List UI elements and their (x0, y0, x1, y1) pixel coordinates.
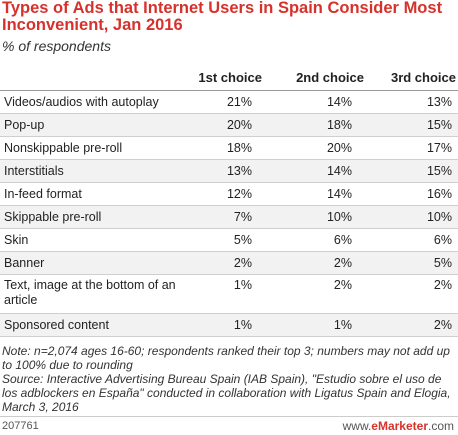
column-header-2nd: 2nd choice (296, 70, 364, 85)
value-cell: 18% (226, 141, 252, 155)
row-label: Interstitials (4, 164, 64, 178)
data-table: 1st choice 2nd choice 3rd choice Videos/… (0, 62, 458, 337)
value-cell: 15% (426, 164, 452, 178)
table-row: Text, image at the bottom of an article 1… (0, 275, 458, 314)
chart-title: Types of Ads that Internet Users in Spai… (2, 0, 443, 34)
value-cell: 5% (233, 233, 252, 247)
row-label: In-feed format (4, 187, 82, 201)
value-cell: 10% (326, 210, 352, 224)
chart-subtitle: % of respondents (2, 38, 111, 54)
column-header-3rd: 3rd choice (390, 70, 456, 85)
table-row: Videos/audios with autoplay 21% 14% 13% (0, 91, 458, 114)
value-cell: 18% (326, 118, 352, 132)
value-cell: 1% (233, 318, 252, 332)
brand-suffix: .com (427, 419, 454, 433)
value-cell: 14% (326, 187, 352, 201)
value-cell: 2% (233, 256, 252, 270)
value-cell: 20% (226, 118, 252, 132)
table-row: Sponsored content 1% 1% 2% (0, 314, 458, 337)
row-label: Skippable pre-roll (4, 210, 102, 224)
brand-name: eMarketer (371, 419, 428, 433)
value-cell: 20% (326, 141, 352, 155)
value-cell: 2% (333, 256, 352, 270)
row-label: Banner (4, 256, 45, 270)
value-cell: 2% (433, 278, 452, 292)
table-row: Pop-up 20% 18% 15% (0, 114, 458, 137)
value-cell: 2% (333, 278, 352, 292)
value-cell: 7% (233, 210, 252, 224)
note-text: Note: n=2,074 ages 16-60; respondents ra… (2, 344, 450, 372)
chart-id: 207761 (2, 420, 39, 432)
value-cell: 13% (426, 95, 452, 109)
column-header-1st: 1st choice (198, 70, 262, 85)
value-cell: 21% (226, 95, 252, 109)
value-cell: 6% (333, 233, 352, 247)
row-label: Text, image at the bottom of an article (4, 278, 176, 307)
value-cell: 1% (233, 278, 252, 292)
table-header: 1st choice 2nd choice 3rd choice (0, 62, 458, 91)
table-row: Banner 2% 2% 5% (0, 252, 458, 275)
table-row: In-feed format 12% 14% 16% (0, 183, 458, 206)
value-cell: 2% (433, 318, 452, 332)
row-label: Sponsored content (4, 318, 109, 332)
value-cell: 17% (426, 141, 452, 155)
row-label: Pop-up (4, 118, 45, 132)
table-row: Interstitials 13% 14% 15% (0, 160, 458, 183)
value-cell: 10% (426, 210, 452, 224)
row-label: Videos/audios with autoplay (4, 95, 159, 109)
value-cell: 13% (226, 164, 252, 178)
brand-link[interactable]: www.eMarketer.com (343, 419, 454, 433)
value-cell: 16% (426, 187, 452, 201)
value-cell: 12% (226, 187, 252, 201)
table-row: Skippable pre-roll 7% 10% 10% (0, 206, 458, 229)
value-cell: 1% (333, 318, 352, 332)
value-cell: 14% (326, 95, 352, 109)
footer: 207761 www.eMarketer.com (0, 416, 458, 435)
table-row: Skin 5% 6% 6% (0, 229, 458, 252)
source-text: Source: Interactive Advertising Bureau S… (2, 372, 451, 414)
row-label: Skin (4, 233, 29, 247)
table-body: Videos/audios with autoplay 21% 14% 13% Pop-… (0, 91, 458, 337)
value-cell: 6% (433, 233, 452, 247)
value-cell: 15% (426, 118, 452, 132)
brand-prefix: www. (342, 419, 372, 433)
table-row: Nonskippable pre-roll 18% 20% 17% (0, 137, 458, 160)
notes: Note: n=2,074 ages 16-60; respondents ra… (2, 344, 456, 414)
value-cell: 5% (433, 256, 452, 270)
row-label: Nonskippable pre-roll (4, 141, 123, 155)
value-cell: 14% (326, 164, 352, 178)
